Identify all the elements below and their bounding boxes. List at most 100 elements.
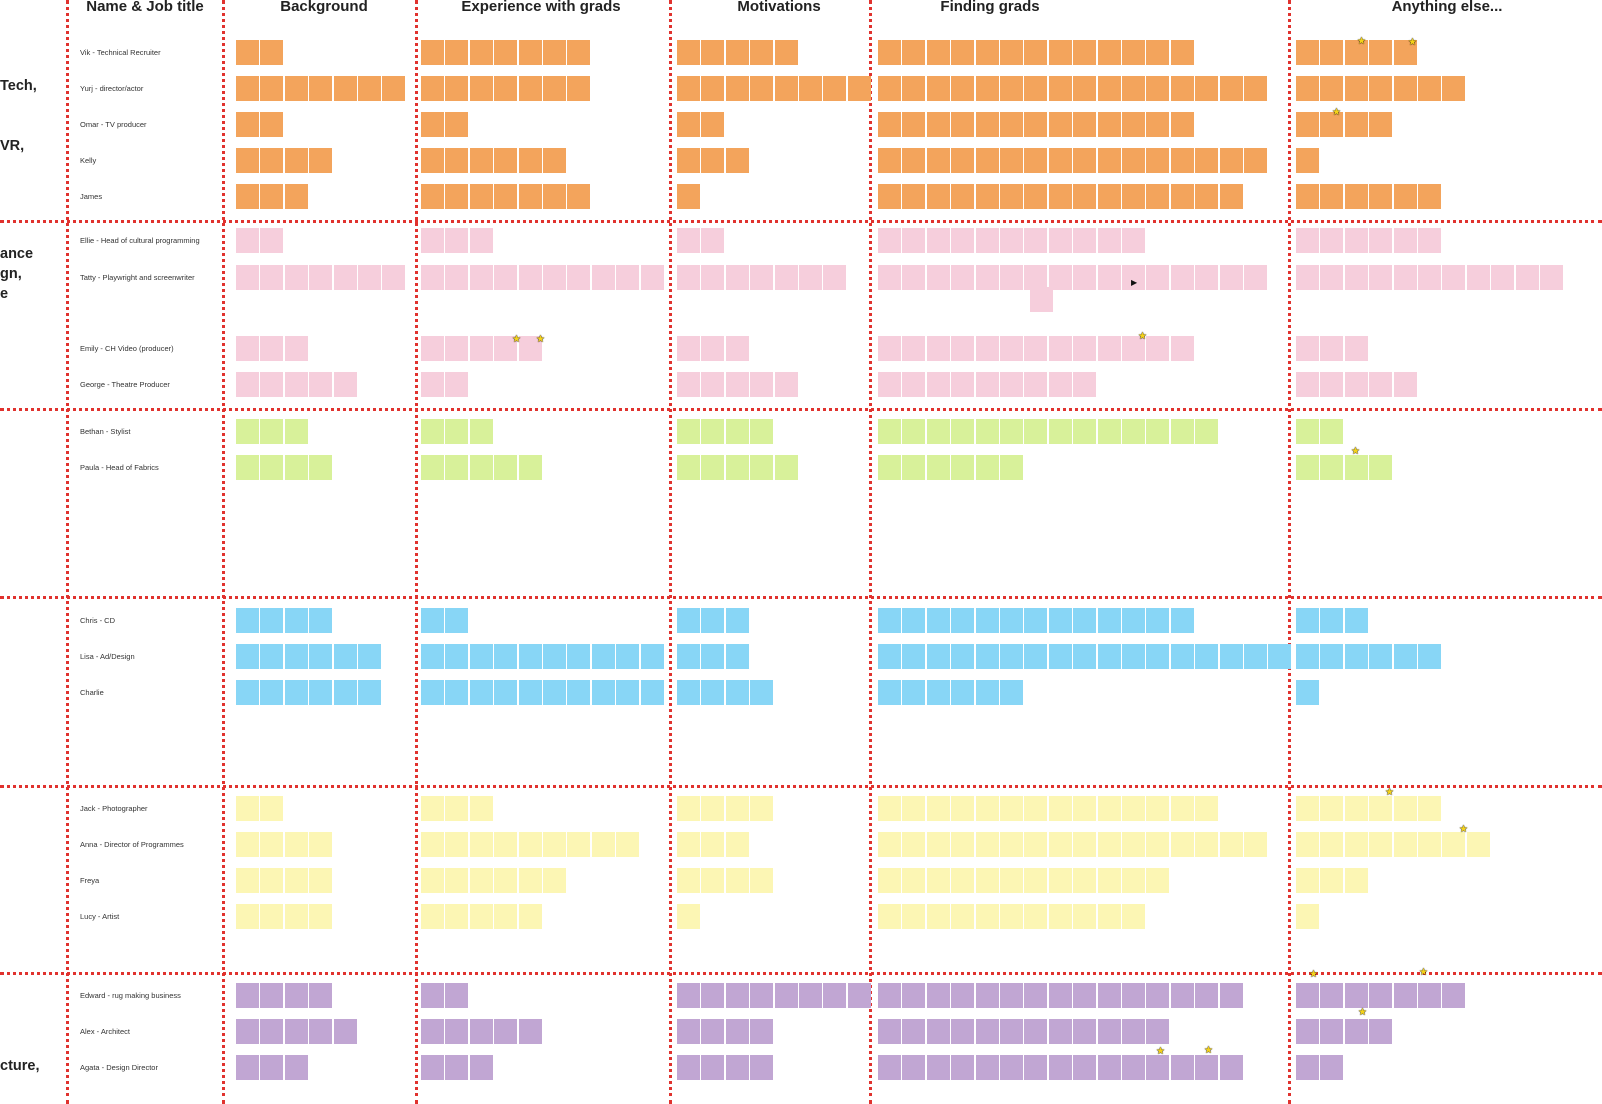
- sticky-note[interactable]: [1000, 868, 1023, 893]
- sticky-note[interactable]: [701, 419, 725, 444]
- sticky-note[interactable]: [358, 644, 381, 669]
- sticky-note[interactable]: [1146, 644, 1170, 669]
- sticky-note[interactable]: [1296, 372, 1319, 397]
- sticky-note[interactable]: [975, 796, 999, 821]
- sticky-note[interactable]: [1442, 983, 1466, 1008]
- sticky-note[interactable]: [309, 148, 333, 173]
- sticky-note[interactable]: [284, 608, 308, 633]
- sticky-note[interactable]: [878, 1019, 901, 1044]
- sticky-note[interactable]: [1024, 832, 1048, 857]
- sticky-note[interactable]: [445, 112, 469, 137]
- sticky-note[interactable]: [1073, 148, 1097, 173]
- sticky-note[interactable]: [823, 265, 847, 290]
- sticky-note[interactable]: [1024, 112, 1048, 137]
- sticky-note[interactable]: [1320, 419, 1344, 444]
- sticky-note[interactable]: [1073, 228, 1097, 253]
- sticky-note[interactable]: [543, 148, 566, 173]
- sticky-note[interactable]: [1393, 76, 1417, 101]
- sticky-note[interactable]: [421, 148, 444, 173]
- sticky-note[interactable]: [1146, 419, 1170, 444]
- sticky-note[interactable]: [1219, 184, 1243, 209]
- sticky-note[interactable]: [1296, 1055, 1319, 1080]
- sticky-note[interactable]: [926, 1055, 950, 1080]
- sticky-note[interactable]: [1442, 832, 1466, 857]
- sticky-note[interactable]: [975, 983, 999, 1008]
- sticky-note[interactable]: [1146, 983, 1170, 1008]
- sticky-note[interactable]: [1393, 228, 1417, 253]
- sticky-note[interactable]: [1122, 148, 1145, 173]
- sticky-note[interactable]: [926, 904, 950, 929]
- sticky-note[interactable]: [878, 372, 901, 397]
- sticky-note[interactable]: [975, 455, 999, 480]
- sticky-note[interactable]: [1073, 336, 1097, 361]
- sticky-note[interactable]: [333, 680, 357, 705]
- sticky-note[interactable]: [951, 832, 975, 857]
- sticky-note[interactable]: [309, 265, 333, 290]
- sticky-note[interactable]: [1048, 904, 1072, 929]
- sticky-note[interactable]: [284, 184, 308, 209]
- sticky-note[interactable]: [1122, 608, 1145, 633]
- sticky-note[interactable]: [1320, 372, 1344, 397]
- sticky-note[interactable]: [951, 1055, 975, 1080]
- sticky-note[interactable]: [1000, 832, 1023, 857]
- sticky-note[interactable]: [1540, 265, 1563, 290]
- star-icon[interactable]: ★: [536, 334, 545, 345]
- sticky-note[interactable]: [1369, 796, 1393, 821]
- sticky-note[interactable]: [445, 372, 469, 397]
- sticky-note[interactable]: [725, 336, 749, 361]
- sticky-note[interactable]: [1146, 76, 1170, 101]
- sticky-note[interactable]: [926, 40, 950, 65]
- sticky-note[interactable]: [1122, 184, 1145, 209]
- sticky-note[interactable]: [902, 40, 926, 65]
- sticky-note[interactable]: [1146, 40, 1170, 65]
- sticky-note[interactable]: [616, 832, 640, 857]
- sticky-note[interactable]: [260, 608, 284, 633]
- sticky-note[interactable]: [1073, 419, 1097, 444]
- sticky-note[interactable]: [1170, 983, 1194, 1008]
- sticky-note[interactable]: [701, 832, 725, 857]
- sticky-note[interactable]: [284, 336, 308, 361]
- sticky-note[interactable]: [926, 265, 950, 290]
- sticky-note[interactable]: [1097, 904, 1121, 929]
- sticky-note[interactable]: [421, 983, 444, 1008]
- sticky-note[interactable]: [774, 455, 798, 480]
- sticky-note[interactable]: [1442, 76, 1466, 101]
- sticky-note[interactable]: [260, 419, 284, 444]
- sticky-note[interactable]: [701, 148, 725, 173]
- sticky-note[interactable]: [725, 265, 749, 290]
- sticky-note[interactable]: [421, 868, 444, 893]
- sticky-note[interactable]: [902, 336, 926, 361]
- sticky-note[interactable]: [309, 680, 333, 705]
- sticky-note[interactable]: [469, 832, 493, 857]
- sticky-note[interactable]: [284, 680, 308, 705]
- sticky-note[interactable]: [1170, 148, 1194, 173]
- sticky-note[interactable]: [975, 1019, 999, 1044]
- sticky-note[interactable]: [1122, 904, 1145, 929]
- sticky-note[interactable]: [469, 76, 493, 101]
- sticky-note[interactable]: [1097, 644, 1121, 669]
- sticky-note[interactable]: [951, 983, 975, 1008]
- sticky-note[interactable]: [518, 265, 542, 290]
- sticky-note[interactable]: [445, 40, 469, 65]
- sticky-note[interactable]: [750, 419, 774, 444]
- sticky-note[interactable]: [1073, 76, 1097, 101]
- sticky-note[interactable]: [1466, 265, 1490, 290]
- sticky-note[interactable]: [1393, 372, 1417, 397]
- sticky-note[interactable]: [1418, 184, 1441, 209]
- sticky-note[interactable]: [260, 112, 284, 137]
- sticky-note[interactable]: [725, 608, 749, 633]
- sticky-note[interactable]: [878, 112, 901, 137]
- sticky-note[interactable]: [1048, 832, 1072, 857]
- sticky-note[interactable]: [1320, 228, 1344, 253]
- sticky-note[interactable]: [1122, 832, 1145, 857]
- sticky-note[interactable]: [878, 1055, 901, 1080]
- sticky-note[interactable]: [926, 796, 950, 821]
- sticky-note[interactable]: [421, 644, 444, 669]
- sticky-note[interactable]: [543, 832, 566, 857]
- sticky-note[interactable]: [421, 455, 444, 480]
- sticky-note[interactable]: [1000, 1055, 1023, 1080]
- sticky-note[interactable]: [1024, 184, 1048, 209]
- sticky-note[interactable]: [236, 419, 259, 444]
- sticky-note[interactable]: [1393, 265, 1417, 290]
